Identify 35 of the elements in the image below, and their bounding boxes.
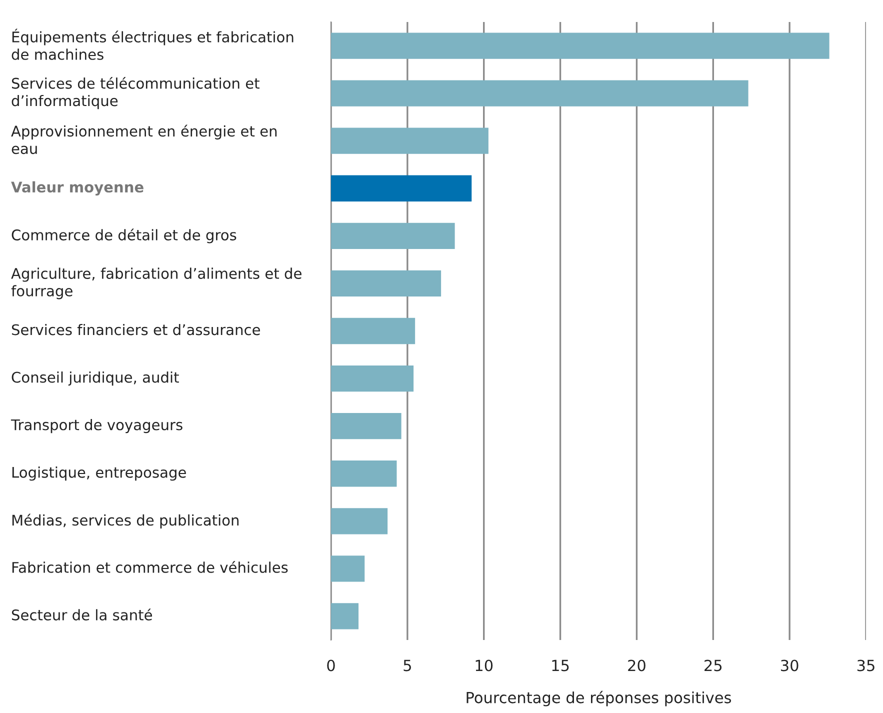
bar (331, 413, 402, 440)
y-tick-label: Secteur de la santé (12, 608, 152, 620)
bar (331, 603, 359, 630)
y-tick-label: Équipements électriques et fabrication de machines (12, 28, 294, 60)
y-tick-label: Valeur moyenne (11, 181, 144, 196)
x-tick-label: 15 (552, 660, 569, 672)
y-tick-label: Approvisionnement en énergie et en eau (11, 124, 277, 154)
x-tick-label: 20 (628, 660, 646, 672)
x-axis-title: Pourcentage de réponses positives (466, 690, 731, 706)
y-tick-label: Agriculture, fabrication d’aliments et de fourrage (11, 268, 302, 300)
y-tick-label: Logistique, entreposage (12, 466, 186, 481)
bar (331, 365, 414, 392)
y-tick-label: Services financiers et d’assurance (12, 324, 260, 336)
bar (331, 460, 397, 487)
x-tick-label: 35 (857, 660, 874, 672)
bar (331, 128, 488, 154)
y-tick-label: Conseil juridique, audit (12, 371, 179, 386)
bar (331, 270, 442, 297)
bar (331, 175, 472, 202)
bar (331, 556, 365, 582)
y-tick-label: Services de télécommunication et d’informatique (12, 76, 260, 110)
bar (331, 32, 830, 59)
x-tick-label: 30 (781, 660, 798, 672)
y-tick-label: Médias, services de publication (12, 514, 239, 529)
bar (331, 222, 455, 249)
y-tick-label: Commerce de détail et de gros (12, 228, 236, 244)
x-tick-label: 0 (327, 660, 335, 672)
x-tick-label: 5 (404, 660, 411, 672)
bar (331, 508, 388, 534)
x-tick-label: 10 (476, 660, 493, 672)
y-tick-label: Fabrication et commerce de véhicules (12, 561, 288, 573)
y-tick-label: Transport de voyageurs (10, 419, 182, 434)
bar (331, 318, 416, 344)
bar (331, 80, 748, 106)
x-tick-label: 25 (704, 660, 722, 672)
